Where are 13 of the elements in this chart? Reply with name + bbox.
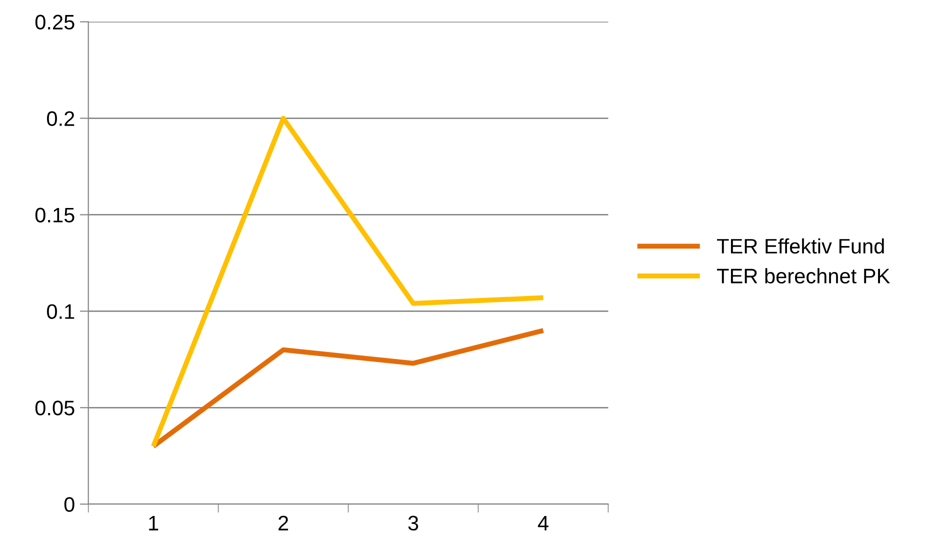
x-tick-label: 3 bbox=[408, 516, 418, 531]
line-series bbox=[150, 328, 546, 449]
x-tick-label: 1 bbox=[149, 516, 158, 530]
x-tick-label: 2 bbox=[278, 516, 288, 530]
y-tick-label: 0.15 bbox=[35, 208, 74, 222]
y-tick-label: 0.25 bbox=[35, 14, 74, 30]
y-tick-label: 0.2 bbox=[47, 111, 74, 126]
y-tick-label: 0 bbox=[64, 497, 74, 512]
legend-label: TER berechnet PK bbox=[717, 268, 890, 284]
legend-label: TER Effektiv Fund bbox=[717, 238, 884, 254]
y-tick-label: 0.1 bbox=[47, 304, 74, 319]
x-tick-label: 4 bbox=[538, 516, 548, 530]
y-tick-label: 0.05 bbox=[35, 400, 74, 416]
